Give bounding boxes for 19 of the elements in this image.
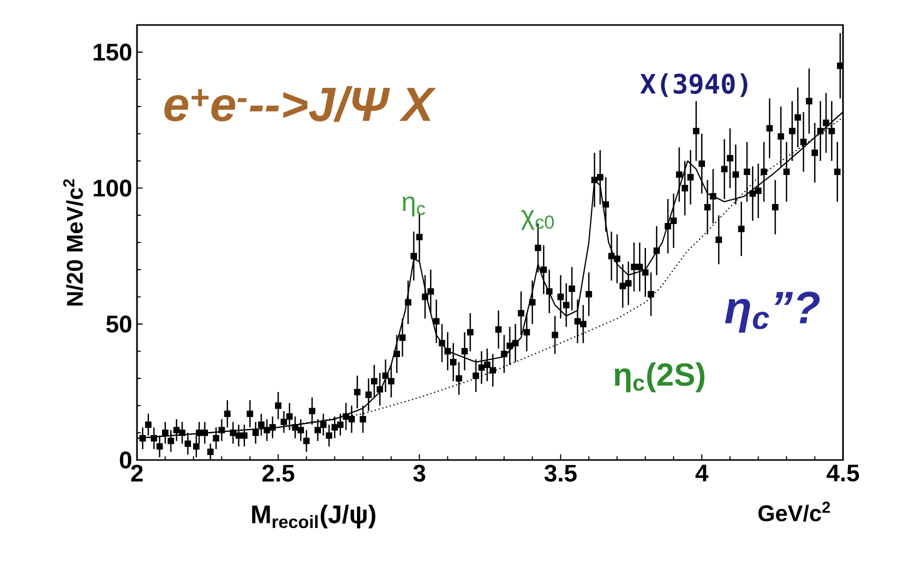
y-axis-title: N/20 MeV/c$^{2}$: [63, 179, 84, 306]
x-tick-label: 3.5: [544, 464, 577, 482]
x-tick-label: 4.5: [826, 464, 860, 482]
annotation: X(3940): [640, 73, 748, 97]
annotation: χ$_{c0}$: [521, 210, 554, 230]
x-tick-label: 2.5: [262, 464, 294, 482]
annotation: η$_{c}$”?: [725, 292, 820, 333]
x-tick-label: 3: [413, 464, 426, 482]
annotation: η$_{c}$(2S): [614, 362, 704, 392]
x-tick-label: 4: [695, 464, 708, 482]
text: GeV/c$^{2}$: [758, 502, 830, 522]
annotation: η$_{c}$: [402, 196, 426, 216]
y-tick-label: 100: [94, 180, 132, 197]
x-axis-title: M$_{recoil}$(J/ψ): [252, 504, 376, 528]
y-tick-label: 150: [94, 44, 132, 61]
y-tick-label: 50: [106, 316, 132, 333]
text: e$^{+}$e$^{-}$-->J/Ψ X: [164, 86, 436, 122]
y-tick-label: 0: [120, 451, 132, 468]
x-tick-label: 2: [131, 464, 143, 482]
